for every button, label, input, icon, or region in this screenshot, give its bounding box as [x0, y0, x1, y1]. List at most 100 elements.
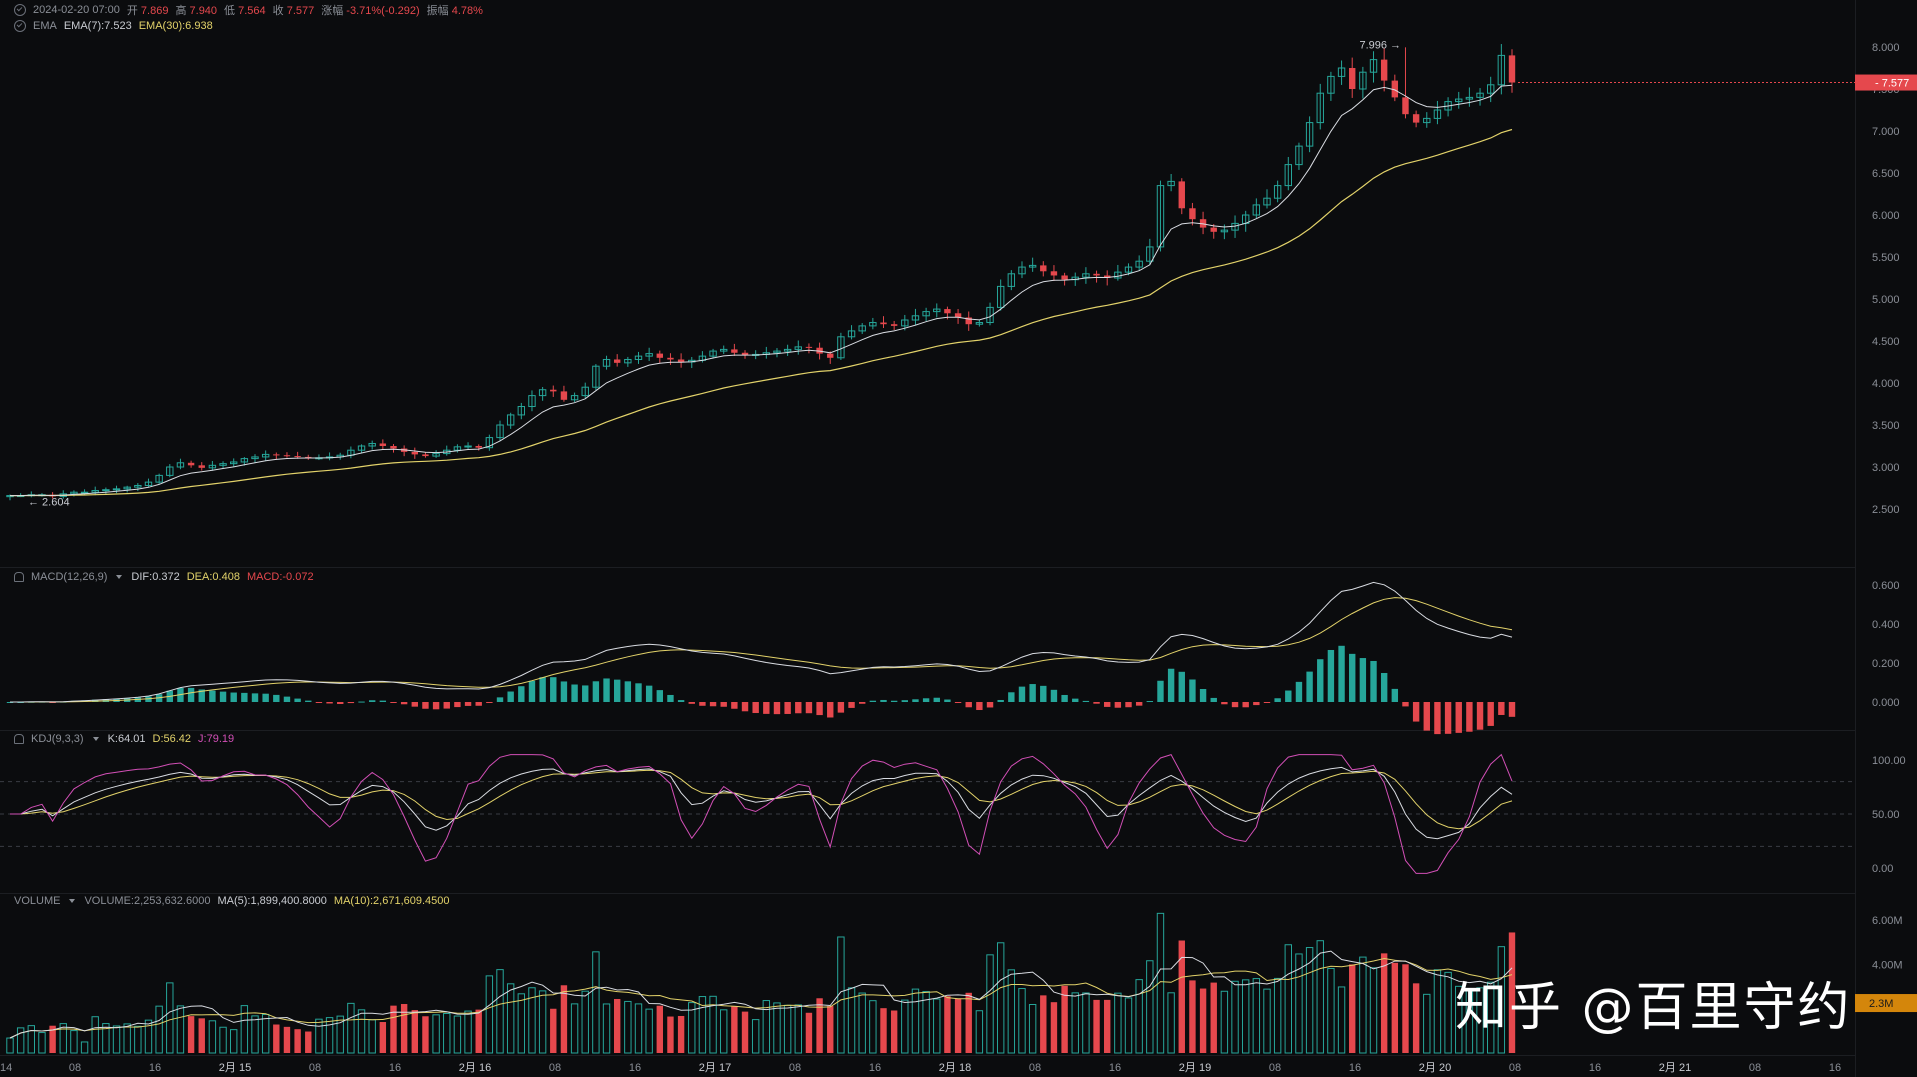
macd-bar: [315, 702, 323, 703]
candle-body-up: [102, 489, 110, 492]
volume-indicator-name[interactable]: VOLUME: [14, 895, 61, 907]
candle-body-down: [305, 456, 312, 458]
macd-bar: [582, 685, 589, 702]
macd-bar: [944, 699, 951, 702]
volume-ma10-value: MA(10):2,671,609.4500: [333, 895, 450, 907]
chevron-down-icon[interactable]: [116, 575, 123, 579]
macd-bar: [1274, 698, 1281, 702]
macd-dea-line: [10, 597, 1513, 703]
volume-legend: VOLUME VOLUME:2,253,632.6000 MA(5):1,899…: [14, 895, 450, 907]
volume-bar-up: [901, 999, 909, 1054]
candle-body-up: [112, 488, 121, 491]
macd-bar: [283, 696, 291, 702]
candle-body-up: [1018, 266, 1026, 275]
macd-bar: [273, 694, 280, 702]
volume-bar-up: [240, 1005, 249, 1054]
candle-body-up: [1028, 264, 1037, 268]
macd-bar: [187, 687, 195, 702]
check-circle-icon[interactable]: [14, 4, 26, 16]
macd-bar: [1125, 702, 1132, 708]
volume-bar-up: [1476, 987, 1484, 1054]
macd-bar: [347, 702, 355, 704]
macd-bar: [1231, 702, 1239, 708]
time-axis-label: 08: [69, 1062, 81, 1074]
ema7-line: [10, 84, 1513, 497]
price-axis-label: 4.000: [1872, 378, 1900, 390]
macd-bar: [1242, 702, 1249, 708]
candle-body-up: [1295, 145, 1303, 166]
volume-bar-down: [656, 1005, 664, 1053]
high-label: 高: [175, 5, 187, 17]
volume-bar-up: [16, 1027, 25, 1054]
macd-axis-label: 0.200: [1872, 658, 1900, 670]
candle-body-up: [1305, 122, 1314, 147]
volume-bar-up: [751, 1019, 760, 1054]
high-price-marker: 7.996 →: [1359, 39, 1401, 51]
candle-body-up: [517, 406, 526, 416]
candle-body-down: [187, 462, 195, 466]
time-axis-label: 08: [309, 1062, 321, 1074]
volume-bar-down: [1050, 1002, 1058, 1053]
candle-body-up: [1359, 71, 1367, 90]
macd-bar: [1380, 672, 1388, 702]
macd-bar: [667, 694, 674, 702]
time-axis-label: 16: [1589, 1062, 1601, 1074]
volume-bar-up: [443, 1013, 451, 1054]
volume-bar-up: [624, 1000, 632, 1054]
check-circle-icon[interactable]: [14, 20, 26, 32]
kdj-indicator-name[interactable]: KDJ(9,3,3): [31, 733, 84, 745]
low-label: 低: [224, 5, 236, 17]
candle-body-down: [1380, 59, 1388, 81]
macd-bar: [550, 677, 557, 702]
macd-bar: [677, 700, 685, 702]
volume-bar-up: [1082, 992, 1090, 1054]
candle-body-down: [677, 359, 685, 362]
bell-icon[interactable]: [14, 572, 24, 582]
candle-body-up: [166, 466, 174, 476]
candle-body-down: [1050, 271, 1058, 276]
chevron-down-icon[interactable]: [92, 737, 99, 741]
volume-bar-up: [1316, 940, 1324, 1054]
time-axis-label: 2月 18: [939, 1062, 971, 1074]
volume-bar-down: [1104, 999, 1111, 1053]
macd-bar: [475, 702, 482, 706]
candle-body-down: [283, 455, 291, 457]
macd-indicator-name[interactable]: MACD(12,26,9): [31, 571, 108, 583]
bell-icon[interactable]: [14, 734, 24, 744]
volume-bar-up: [933, 998, 941, 1054]
time-axis-label: 16: [389, 1062, 401, 1074]
macd-bar: [933, 697, 940, 702]
volume-bar-down: [560, 985, 568, 1053]
candle-body-up: [922, 311, 930, 317]
volume-bar-up: [911, 988, 920, 1054]
macd-bar: [1306, 671, 1313, 702]
ema30-value: EMA(30):6.938: [138, 20, 213, 32]
chevron-down-icon[interactable]: [69, 899, 76, 903]
volume-bar-down: [1061, 985, 1068, 1053]
volume-bar-up: [485, 975, 494, 1054]
kdj-j-value: J:79.19: [198, 733, 235, 745]
volume-bar-up: [112, 1025, 121, 1054]
time-axis-label: 16: [1349, 1062, 1361, 1074]
volume-bar-up: [1455, 985, 1463, 1054]
volume-bar-up: [1433, 969, 1442, 1054]
macd-bar: [699, 702, 706, 706]
macd-bar: [1338, 645, 1345, 702]
macd-bar: [592, 681, 600, 702]
volume-ma5-value: MA(5):1,899,400.8000: [217, 895, 327, 907]
volume-bar-down: [1380, 953, 1388, 1053]
ema-indicator-name[interactable]: EMA: [33, 20, 57, 32]
volume-bar-up: [1337, 986, 1346, 1054]
price-axis-label: 7.000: [1872, 126, 1900, 138]
volume-bar-down: [49, 1025, 56, 1053]
candle-body-up: [1263, 197, 1271, 206]
bar-date: 2024-02-20 07:00: [33, 4, 120, 16]
ema-legend: EMA EMA(7):7.523 EMA(30):6.938: [14, 20, 213, 32]
candle-body-up: [176, 462, 185, 468]
macd-legend: MACD(12,26,9) DIF:0.372 DEA:0.408 MACD:-…: [14, 571, 314, 583]
macd-bar: [1423, 702, 1430, 731]
volume-bar-up: [6, 1037, 14, 1054]
candle-body-up: [70, 491, 78, 495]
candle-body-down: [1391, 80, 1399, 98]
